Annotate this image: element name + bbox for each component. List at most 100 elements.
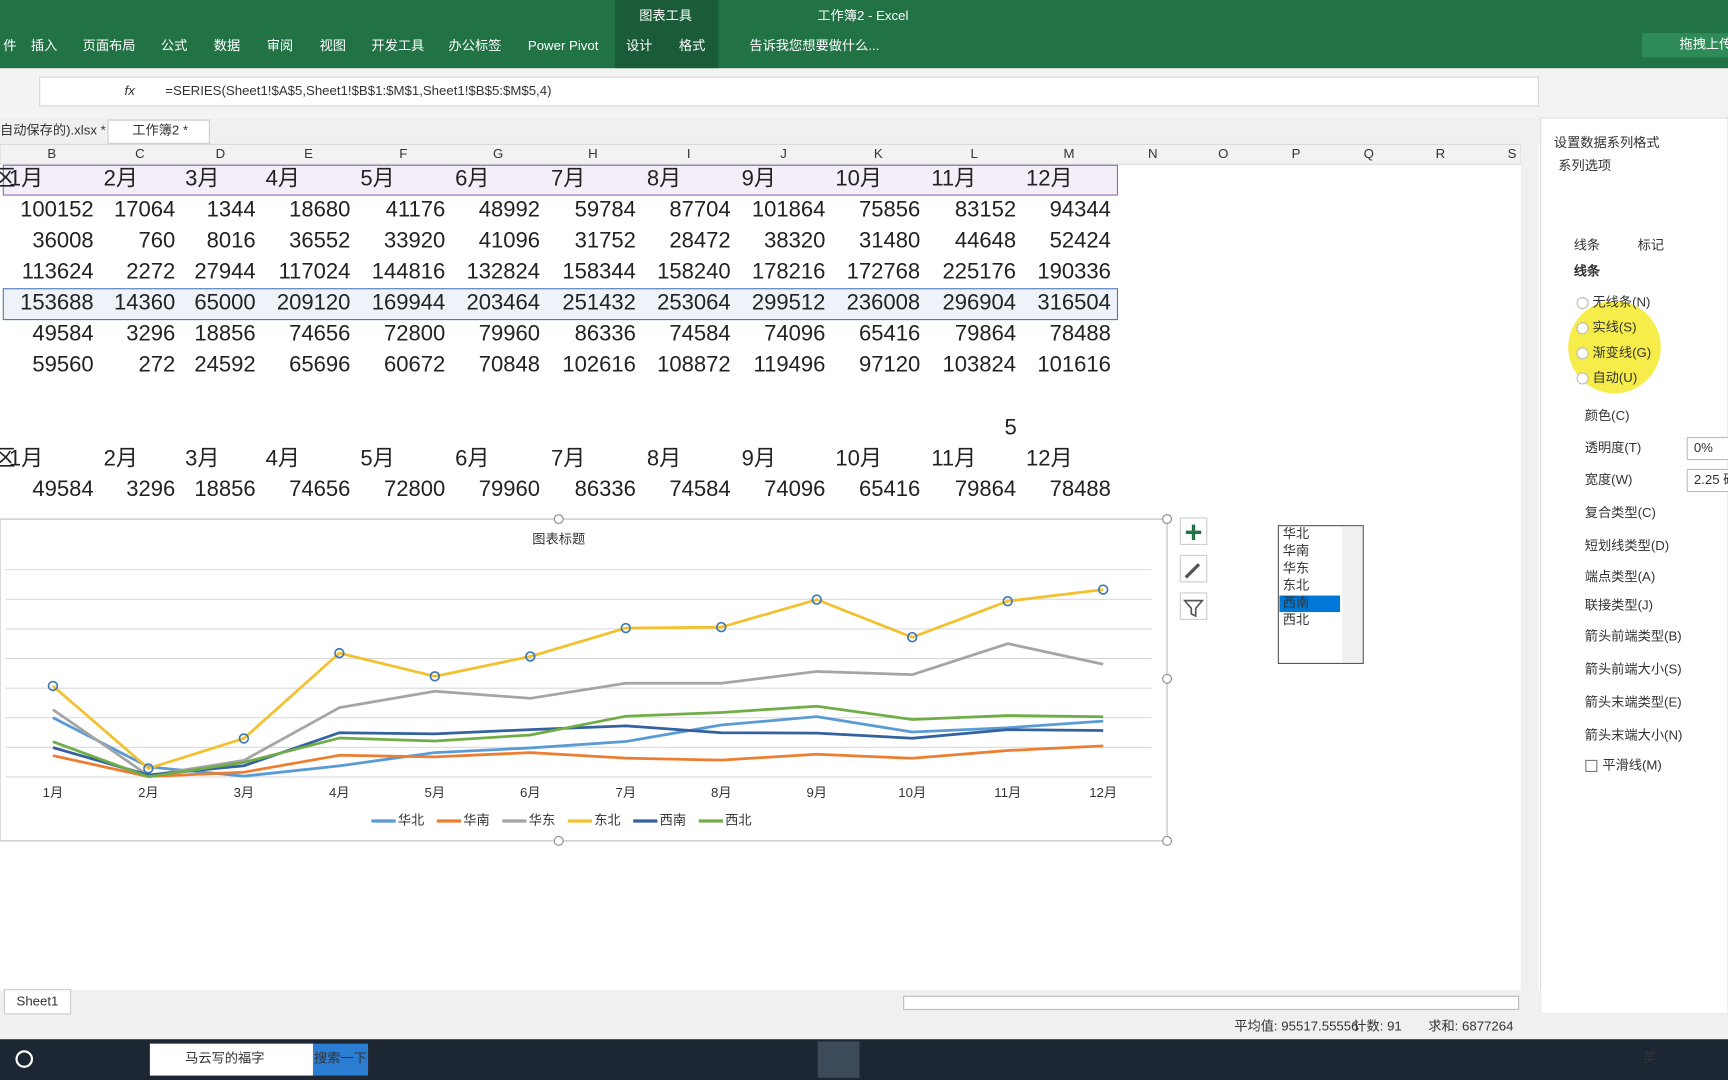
cell-value: 65000 (194, 290, 255, 315)
resize-handle[interactable] (1162, 673, 1173, 684)
x-tick-label: 6月 (520, 785, 541, 800)
cell-value: 60672 (384, 352, 445, 377)
ribbon-tab[interactable]: 数据 (214, 38, 240, 53)
ribbon-tab[interactable]: 页面布局 (83, 38, 136, 53)
property-label: 箭头末端类型(E) (1585, 694, 1682, 710)
radio[interactable] (1576, 347, 1589, 360)
property-label: 箭头前端大小(S) (1585, 661, 1682, 677)
series-line[interactable] (52, 744, 1104, 778)
column-header: L (971, 146, 978, 161)
upload-button[interactable] (1642, 33, 1728, 58)
smooth-label: 平滑线(M) (1602, 757, 1661, 772)
cell-value: 132824 (466, 258, 540, 283)
width-input[interactable] (1686, 468, 1728, 493)
ribbon-tab[interactable]: 设计 (626, 38, 652, 53)
transparency-input[interactable] (1686, 436, 1728, 461)
resize-handle[interactable] (1162, 514, 1173, 525)
x-tick-label: 3月 (234, 785, 255, 800)
month-header: 3月 (185, 165, 219, 190)
column-header: N (1148, 146, 1158, 161)
smooth-checkbox[interactable] (1585, 759, 1598, 772)
cell-value: 79864 (955, 321, 1016, 346)
start-icon[interactable] (15, 1050, 34, 1068)
ribbon-tab[interactable]: 件 (3, 38, 16, 53)
status-item: 求和: 6877264 (1428, 1019, 1513, 1034)
active-doc-tab[interactable] (107, 119, 210, 144)
cell-value: 153688 (20, 290, 94, 315)
selection-marker (238, 733, 250, 744)
month-header: 1月 (9, 165, 43, 190)
filter-icon (1182, 599, 1205, 618)
corner-cell: 区 (0, 445, 15, 470)
cell-value: 172768 (847, 258, 921, 283)
cell-value: 75856 (859, 196, 920, 221)
vertical-scrollbar[interactable] (1520, 144, 1539, 991)
cell-value: 253064 (657, 290, 731, 315)
ribbon-tab[interactable]: 审阅 (267, 38, 293, 53)
resize-handle[interactable] (553, 835, 564, 846)
listbox-item[interactable]: 西北 (1283, 612, 1309, 627)
cell-value: 158344 (562, 258, 636, 283)
cell-value: 59560 (32, 352, 93, 377)
series-line[interactable] (51, 588, 1104, 770)
listbox-item[interactable]: 华北 (1283, 526, 1309, 541)
taskbar-icons (15, 1041, 860, 1078)
cell-value: 178216 (752, 258, 826, 283)
search-box[interactable] (149, 1043, 313, 1076)
listbox-item[interactable]: 华东 (1283, 560, 1309, 575)
ribbon-tab[interactable]: 插入 (31, 38, 57, 53)
cell-value: 65416 (859, 321, 920, 346)
ribbon-tab[interactable]: Power Pivot (528, 38, 599, 53)
radio[interactable] (1576, 372, 1589, 385)
section-title: 线条 (1574, 263, 1601, 279)
horizontal-scrollbar[interactable] (903, 995, 1520, 1011)
legend-label: 华南 (463, 813, 489, 828)
radio-label: 渐变线(G) (1592, 345, 1651, 360)
cell-value: 49584 (32, 321, 93, 346)
cell-value: 86336 (575, 321, 636, 346)
search-button[interactable] (312, 1043, 369, 1076)
status-item: 平均值: 95517.55556 (1234, 1019, 1358, 1034)
cell-value: 44648 (955, 227, 1016, 252)
resize-handle[interactable] (1162, 835, 1173, 846)
selection-marker (334, 647, 345, 659)
cell-value: 190336 (1037, 258, 1111, 283)
column-header: C (135, 146, 145, 161)
cell-value: 117024 (279, 258, 351, 283)
ribbon-tab[interactable]: 公式 (161, 38, 187, 53)
cell-value: 74096 (764, 476, 825, 501)
ribbon-tab[interactable]: 办公标签 (449, 37, 502, 53)
x-tick-label: 7月 (615, 785, 636, 800)
sheet-tab[interactable] (3, 989, 72, 1015)
cell-value: 74584 (669, 476, 730, 501)
listbox-item[interactable]: 西南 (1283, 595, 1309, 610)
series-line[interactable] (52, 715, 1104, 778)
month-header: 12月 (1026, 445, 1073, 470)
month-header: 6月 (455, 445, 489, 470)
cell-value: 272 (138, 352, 175, 377)
radio[interactable] (1576, 297, 1589, 310)
column-header: I (687, 146, 691, 161)
series-line[interactable] (52, 724, 1104, 777)
ribbon-tab[interactable]: 视图 (320, 38, 346, 53)
series-line[interactable] (52, 704, 1104, 779)
cell-value: 74096 (764, 321, 825, 346)
cell-value: 94344 (1050, 196, 1111, 221)
resize-handle[interactable] (553, 514, 564, 525)
listbox-item[interactable]: 华南 (1283, 543, 1309, 558)
series-line[interactable] (52, 642, 1104, 777)
cell-value: 17064 (114, 196, 175, 221)
radio[interactable] (1576, 322, 1589, 335)
ribbon-tab[interactable]: 开发工具 (371, 38, 424, 53)
ribbon-tab[interactable]: 格式 (679, 38, 705, 53)
cell-value: 48992 (479, 196, 540, 221)
fx-icon: fx (125, 83, 136, 98)
upload-label: 拖拽上传 (1680, 37, 1728, 52)
chart-area[interactable] (0, 518, 1168, 842)
excel-task[interactable] (817, 1041, 860, 1078)
listbox-item[interactable]: 东北 (1283, 578, 1309, 593)
month-header: 1月 (9, 445, 43, 470)
cell-value: 24592 (194, 352, 255, 377)
column-header: G (493, 146, 503, 161)
